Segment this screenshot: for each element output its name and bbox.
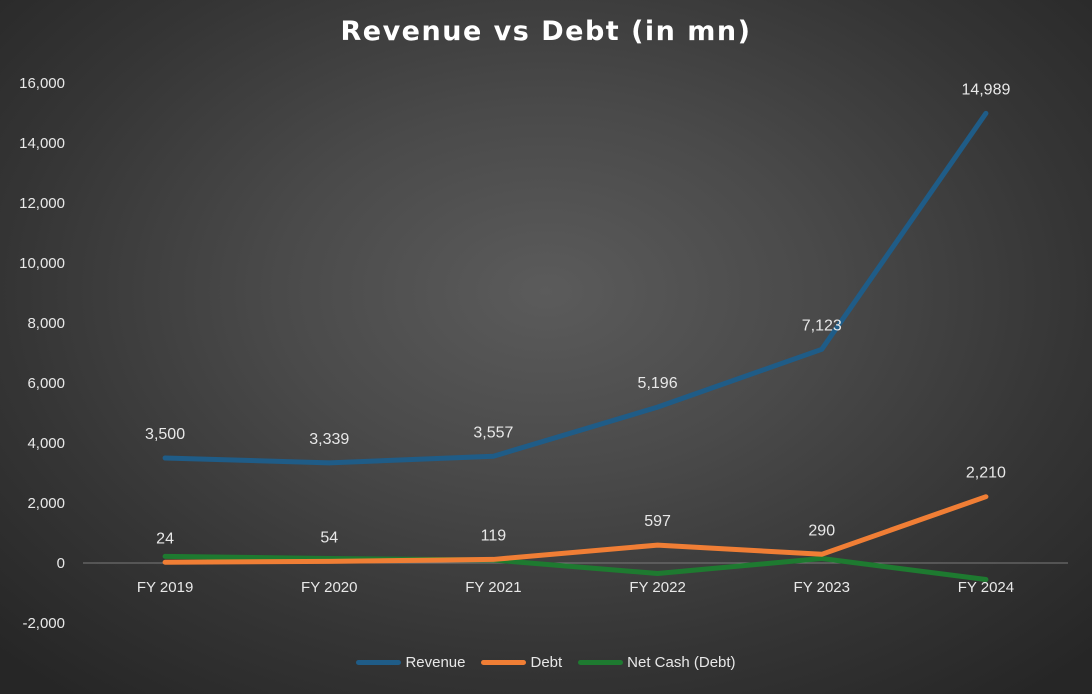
legend-item: Debt bbox=[481, 654, 562, 671]
data-point bbox=[657, 406, 659, 408]
data-point bbox=[657, 544, 659, 546]
data-point bbox=[821, 558, 823, 559]
data-point bbox=[985, 496, 987, 498]
axis-layer: -2,000 0 2,000 4,000 6,000 8,000 10,000 12,000 1… bbox=[19, 75, 1068, 632]
legend-label: Debt bbox=[530, 654, 563, 671]
data-point bbox=[328, 558, 330, 559]
data-point bbox=[985, 112, 987, 114]
y-tick-label: 10,000 bbox=[19, 255, 65, 272]
y-tick-label: 2,000 bbox=[27, 495, 65, 512]
series-line-revenue bbox=[162, 110, 989, 466]
series-line-net-cash-debt bbox=[162, 553, 989, 582]
y-tick-label: 16,000 bbox=[19, 75, 65, 92]
legend-swatch bbox=[578, 660, 624, 665]
chart-title: Revenue vs Debt (in mn) bbox=[340, 16, 752, 47]
data-label: 2,210 bbox=[966, 465, 1006, 482]
y-tick-label: 8,000 bbox=[27, 315, 65, 332]
legend-item: Revenue bbox=[356, 654, 465, 671]
data-label-layer: 3,500 3,339 3,557 5,196 7,123 14,989 24 54 119 59… bbox=[145, 81, 1010, 547]
data-label: 7,123 bbox=[802, 317, 842, 334]
data-label: 119 bbox=[481, 527, 507, 544]
data-point bbox=[164, 555, 166, 557]
x-tick-label: FY 2024 bbox=[958, 579, 1014, 596]
data-point bbox=[328, 462, 330, 464]
data-point bbox=[164, 561, 166, 563]
x-tick-label: FY 2021 bbox=[465, 579, 521, 596]
data-label: 5,196 bbox=[638, 375, 678, 392]
data-label: 14,989 bbox=[961, 81, 1010, 98]
data-point bbox=[328, 560, 330, 562]
x-tick-label: FY 2023 bbox=[794, 579, 850, 596]
y-tick-label: -2,000 bbox=[22, 615, 65, 632]
data-label: 597 bbox=[644, 513, 671, 530]
data-label: 3,500 bbox=[145, 426, 185, 443]
data-label: 290 bbox=[808, 522, 835, 539]
data-label: 54 bbox=[320, 529, 338, 546]
series-line-debt bbox=[162, 494, 989, 565]
legend: Revenue Debt Net Cash (Debt) bbox=[0, 654, 1092, 671]
legend-swatch bbox=[356, 660, 402, 665]
legend-item: Net Cash (Debt) bbox=[578, 654, 736, 671]
x-tick-label: FY 2022 bbox=[629, 579, 685, 596]
data-point bbox=[821, 553, 823, 555]
data-point bbox=[492, 455, 494, 457]
data-label: 24 bbox=[156, 530, 174, 547]
data-point bbox=[164, 457, 166, 459]
series-layer bbox=[162, 110, 989, 582]
legend-label: Net Cash (Debt) bbox=[627, 654, 736, 671]
data-label: 3,339 bbox=[309, 431, 349, 448]
y-tick-label: 14,000 bbox=[19, 135, 65, 152]
data-point bbox=[985, 579, 987, 580]
data-point bbox=[492, 558, 494, 560]
x-tick-label: FY 2019 bbox=[137, 579, 193, 596]
y-tick-label: 4,000 bbox=[27, 435, 65, 452]
data-point bbox=[657, 573, 659, 574]
legend-swatch bbox=[481, 660, 527, 665]
y-tick-label: 12,000 bbox=[19, 195, 65, 212]
x-tick-label: FY 2020 bbox=[301, 579, 357, 596]
legend-label: Revenue bbox=[405, 654, 466, 671]
data-label: 3,557 bbox=[473, 424, 513, 441]
y-tick-label: 0 bbox=[57, 555, 65, 572]
y-tick-label: 6,000 bbox=[27, 375, 65, 392]
data-point bbox=[821, 348, 823, 350]
